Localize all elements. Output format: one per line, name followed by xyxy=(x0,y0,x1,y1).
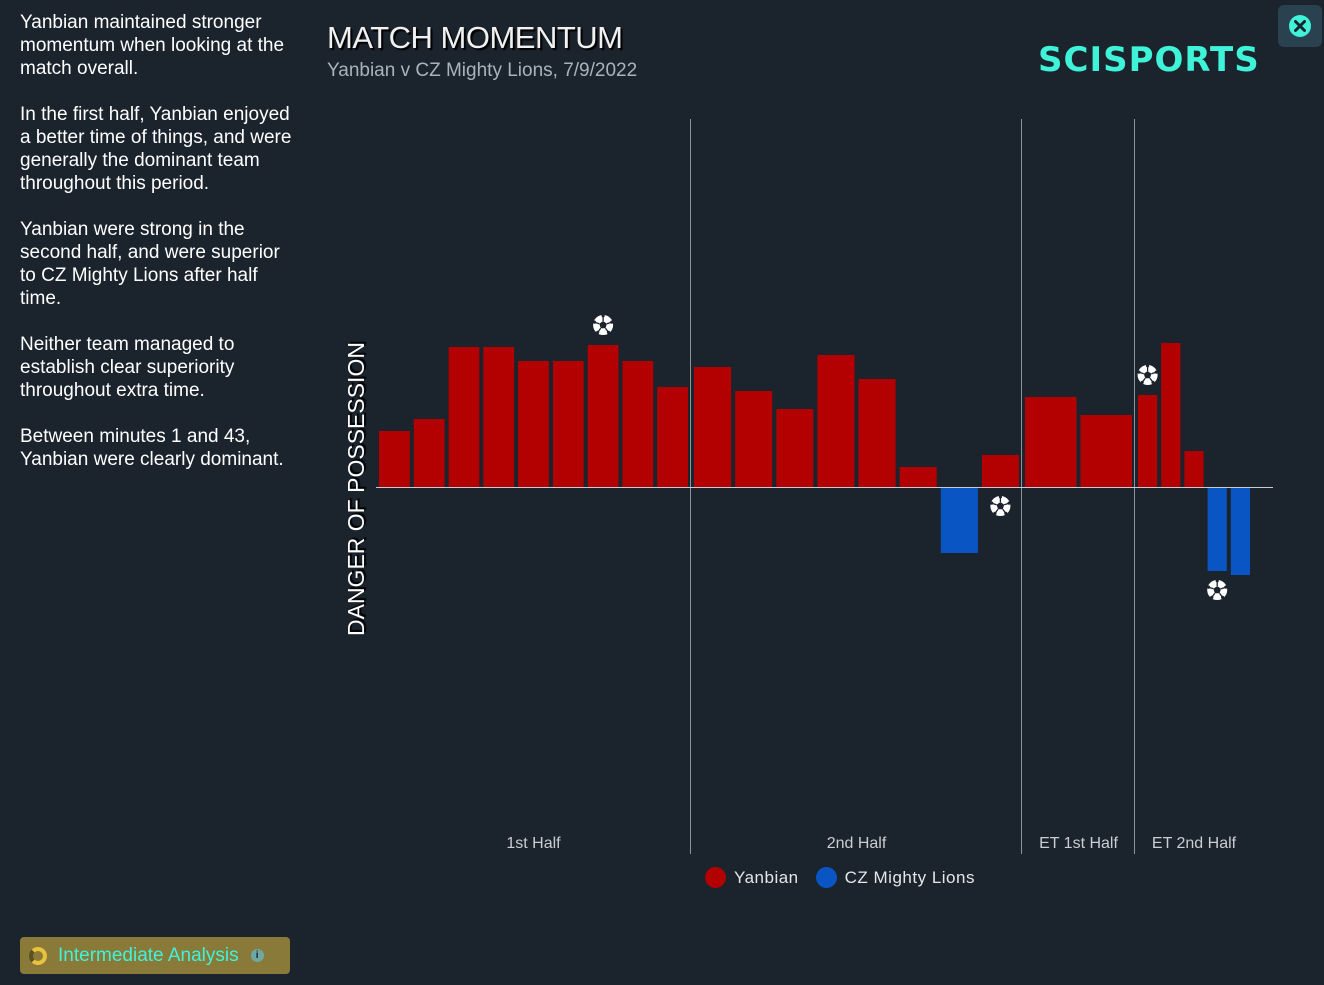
info-icon[interactable]: i xyxy=(250,949,264,962)
momentum-bar xyxy=(483,347,515,487)
legend-item-yanbian[interactable]: Yanbian xyxy=(705,867,799,888)
summary-paragraph: Yanbian maintained stronger momentum whe… xyxy=(20,12,285,79)
momentum-bar xyxy=(817,355,855,487)
period-label: ET 2nd Half xyxy=(1152,835,1237,852)
momentum-bar xyxy=(735,391,773,487)
page-title: MATCH MOMENTUM xyxy=(327,20,623,55)
goal-football-icon xyxy=(989,495,1012,517)
momentum-bar xyxy=(858,379,896,487)
momentum-bar xyxy=(379,431,410,487)
summary-paragraph: Yanbian were strong in the second half, … xyxy=(20,219,280,309)
summary-paragraph: Between minutes 1 and 43, Yanbian were c… xyxy=(20,426,284,470)
period-label: ET 1st Half xyxy=(1039,835,1118,852)
chart-legend: Yanbian CZ Mighty Lions xyxy=(705,867,992,888)
legend-swatch xyxy=(705,867,726,888)
momentum-bar xyxy=(1138,395,1158,487)
analysis-level-label: Intermediate Analysis xyxy=(58,944,239,966)
summary-paragraph: Neither team managed to establish clear … xyxy=(20,334,235,401)
legend-label: Yanbian xyxy=(734,867,799,887)
summary-paragraph: In the first half, Yanbian enjoyed a bet… xyxy=(20,104,292,194)
momentum-bar xyxy=(940,487,978,553)
progress-ring-icon xyxy=(29,946,47,965)
match-subtitle: Yanbian v CZ Mighty Lions, 7/9/2022 xyxy=(327,60,638,81)
momentum-bar xyxy=(622,361,654,487)
period-label: 2nd Half xyxy=(827,835,887,852)
brand-logo: SCISPORTS xyxy=(1038,40,1260,80)
momentum-bar xyxy=(899,467,937,487)
momentum-bar xyxy=(776,409,814,487)
goal-football-icon xyxy=(1206,579,1229,601)
close-icon xyxy=(1289,15,1311,37)
momentum-bar xyxy=(1080,415,1132,487)
momentum-bar xyxy=(981,455,1019,487)
legend-swatch xyxy=(815,867,837,888)
momentum-bar xyxy=(657,387,688,487)
momentum-bar xyxy=(413,419,445,487)
analysis-level-button[interactable]: Intermediate Analysis i xyxy=(20,937,290,974)
momentum-bar xyxy=(587,345,619,487)
momentum-bar xyxy=(1207,487,1227,571)
close-button[interactable] xyxy=(1278,5,1322,47)
momentum-bar xyxy=(1184,451,1204,487)
legend-item-cz-mighty-lions[interactable]: CZ Mighty Lions xyxy=(815,867,975,888)
goal-football-icon xyxy=(1136,364,1159,386)
period-label: 1st Half xyxy=(506,835,561,852)
legend-label: CZ Mighty Lions xyxy=(844,867,975,887)
match-summary: Yanbian maintained stronger momentum whe… xyxy=(20,11,300,494)
momentum-bar xyxy=(1025,397,1077,487)
momentum-bar xyxy=(694,367,732,487)
momentum-bar xyxy=(1161,343,1181,487)
momentum-bar xyxy=(518,361,549,487)
momentum-bar xyxy=(552,361,584,487)
goal-football-icon xyxy=(592,314,615,336)
momentum-bar xyxy=(1230,487,1250,575)
momentum-bar xyxy=(448,347,480,487)
